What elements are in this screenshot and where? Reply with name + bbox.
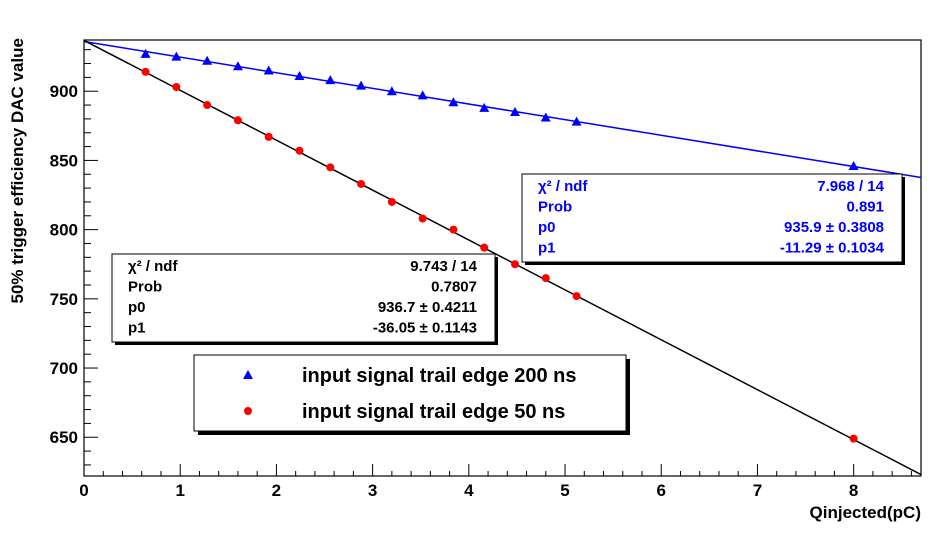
data-point-series-1 [448, 97, 459, 107]
data-point-series-1 [356, 80, 367, 90]
data-markers [140, 48, 859, 443]
stats-label: p0 [128, 299, 146, 316]
stats-value: -11.29 ± 0.1034 [780, 240, 885, 257]
data-point-series-1 [479, 102, 490, 112]
plot-frame [83, 39, 922, 477]
stats-value: 935.9 ± 0.3808 [784, 219, 884, 236]
fit-stats-boxes: χ² / ndf 7.968 / 14 Prob 0.891 p0 935.9 ± 0.3… [111, 173, 905, 345]
stats-value: 936.7 ± 0.4211 [378, 299, 477, 316]
data-point-series-2 [203, 101, 212, 110]
legend-label: input signal trail edge 50 ns [302, 401, 565, 423]
data-point-series-2 [141, 67, 150, 76]
stats-value: 7.968 / 14 [817, 178, 884, 195]
data-point-series-1 [386, 86, 397, 96]
data-point-series-1 [540, 112, 551, 122]
data-point-series-2 [418, 214, 427, 223]
x-tick-label: 0 [79, 481, 88, 500]
y-tick-label: 900 [50, 82, 78, 101]
data-point-series-2 [449, 225, 458, 234]
x-axis-label: Qinjected(pC) [810, 503, 921, 522]
x-tick-label: 8 [849, 481, 858, 500]
data-point-series-2 [849, 434, 858, 443]
legend-box [193, 354, 627, 432]
stats-label: Prob [538, 199, 572, 216]
stats-value: -36.05 ± 0.1143 [373, 320, 477, 337]
data-point-series-1 [202, 55, 213, 65]
legend-marker-triangle [243, 370, 253, 379]
data-point-series-1 [325, 75, 336, 85]
data-point-series-2 [233, 116, 242, 125]
axes: 0 1 2 3 4 5 6 7 8 650 700 750 800 850 900 [50, 49, 912, 500]
data-point-series-1 [417, 90, 428, 100]
data-point-series-2 [387, 197, 396, 206]
x-tick-label: 2 [272, 481, 281, 500]
stats-value: 0.7807 [431, 279, 477, 296]
data-point-series-2 [357, 179, 366, 188]
x-tick-label: 7 [753, 481, 762, 500]
stats-box-1 [521, 173, 903, 263]
y-tick-label: 850 [50, 151, 78, 170]
y-tick-label: 700 [50, 359, 78, 378]
fit-lines [83, 39, 922, 476]
data-point-series-1 [294, 70, 305, 80]
data-point-series-1 [571, 116, 582, 126]
stats-value: 9.743 / 14 [410, 258, 477, 275]
stats-label: p1 [538, 240, 556, 257]
data-point-series-2 [541, 274, 550, 283]
y-axis-label: 50% trigger efficiency DAC value [8, 38, 27, 303]
data-point-series-2 [326, 163, 335, 172]
stats-label: χ² / ndf [538, 178, 588, 195]
data-point-series-1 [510, 106, 521, 116]
y-tick-label: 800 [50, 221, 78, 240]
data-point-series-2 [172, 83, 181, 92]
stats-label: p0 [538, 219, 556, 236]
legend: input signal trail edge 200 ns input sign… [193, 354, 630, 435]
y-tick-label: 650 [50, 428, 78, 447]
stats-box-2 [111, 253, 496, 343]
data-point-series-2 [511, 260, 520, 269]
fit-line-2 [83, 39, 922, 476]
data-point-series-1 [848, 160, 859, 170]
stats-label: p1 [128, 320, 146, 337]
data-point-series-2 [572, 292, 581, 301]
legend-marker-circle [244, 407, 252, 415]
data-point-series-2 [264, 132, 273, 141]
stats-label: Prob [128, 279, 162, 296]
x-tick-label: 3 [368, 481, 377, 500]
x-tick-label: 5 [560, 481, 569, 500]
stats-value: 0.891 [846, 199, 884, 216]
data-point-series-1 [232, 61, 243, 71]
fit-line-1 [83, 40, 922, 179]
data-point-series-2 [480, 243, 489, 252]
data-point-series-1 [171, 51, 182, 61]
x-tick-label: 4 [464, 481, 474, 500]
data-point-series-1 [263, 65, 274, 75]
data-point-series-1 [140, 48, 151, 58]
stats-label: χ² / ndf [128, 258, 178, 275]
x-tick-label: 1 [175, 481, 184, 500]
y-tick-label: 750 [50, 290, 78, 309]
plot-area-border [83, 39, 922, 477]
legend-label: input signal trail edge 200 ns [302, 365, 577, 387]
x-tick-label: 6 [657, 481, 666, 500]
data-point-series-2 [295, 146, 304, 155]
